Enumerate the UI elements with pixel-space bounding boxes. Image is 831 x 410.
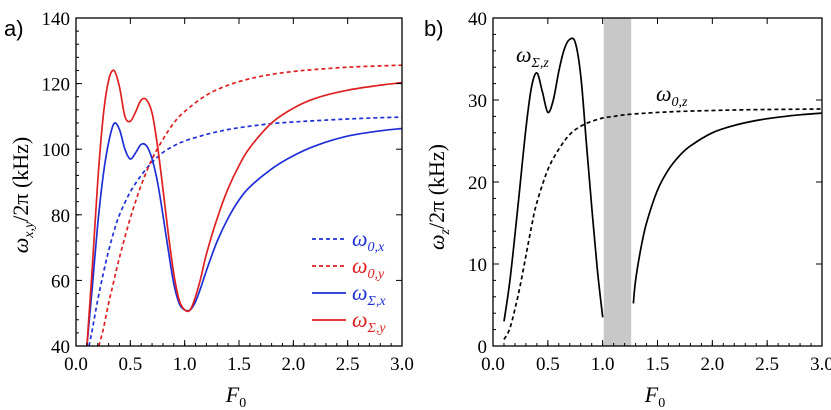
y-tick-label: 0 <box>478 337 488 358</box>
x-tick-label: 1.5 <box>227 354 251 375</box>
panel-b-xlabel: F0 <box>644 382 665 410</box>
x-tick-label: 0.5 <box>536 354 560 375</box>
panel-b-ylabel: ωz/2π (kHz) <box>424 144 453 250</box>
y-tick-label: 120 <box>42 75 71 96</box>
y-tick-label: 40 <box>468 9 487 30</box>
y-tick-label: 40 <box>51 337 70 358</box>
x-tick-label: 1.5 <box>646 354 670 375</box>
y-tick-label: 140 <box>42 9 71 30</box>
x-tick-label: 1.0 <box>591 354 615 375</box>
panel-a-ylabel: ωx,y/2π (kHz) <box>8 137 37 254</box>
y-tick-label: 20 <box>468 173 487 194</box>
series-line-y-3 <box>86 69 403 347</box>
legend-label: ω0,y <box>352 253 385 282</box>
shaded-region <box>603 18 632 346</box>
x-tick-label: 3.0 <box>810 354 831 375</box>
annotation-omega-sigma-z: ωΣ,z <box>516 42 549 71</box>
x-tick-label: 2.5 <box>336 354 360 375</box>
legend-label: ω0,x <box>352 226 385 255</box>
y-tick-label: 80 <box>51 206 70 227</box>
legend-label: ωΣ,y <box>352 307 386 336</box>
x-tick-label: 3.0 <box>390 354 414 375</box>
series-line-0z-0 <box>503 108 823 340</box>
x-tick-label: 1.0 <box>173 354 197 375</box>
panel-b: b) 0.0 0.5 1.0 1.5 2.0 2.5 3.0 0 10 20 30 40 F0 ωz/… <box>424 9 831 410</box>
panel-a-legend: ω0,xω0,yωΣ,xωΣ,y <box>312 226 386 336</box>
y-tick-label: 60 <box>51 271 70 292</box>
series-line-x-2 <box>86 122 403 347</box>
y-tick-label: 10 <box>468 255 487 276</box>
y-tick-label: 100 <box>42 140 71 161</box>
panel-a: a) 0.0 0.5 1.0 1.5 2.0 2.5 3.0406080100120140 … <box>4 9 414 410</box>
x-tick-label: 2.0 <box>281 354 305 375</box>
series-line-segment-2 <box>632 112 823 304</box>
panel-a-xlabel: F0 <box>225 382 246 410</box>
x-tick-label: 0.0 <box>64 354 88 375</box>
panel-b-label: b) <box>424 16 444 41</box>
annotation-omega-0-z: ω0,z <box>656 81 688 110</box>
x-tick-label: 2.5 <box>755 354 779 375</box>
panel-a-label: a) <box>4 16 24 41</box>
x-tick-label: 0.5 <box>118 354 142 375</box>
x-tick-label: 2.0 <box>700 354 724 375</box>
y-tick-label: 30 <box>468 91 487 112</box>
x-tick-label: 0.0 <box>481 354 505 375</box>
series-line-0x-0 <box>88 116 403 347</box>
series-line-z-1 <box>503 37 604 322</box>
legend-label: ωΣ,x <box>352 280 386 309</box>
